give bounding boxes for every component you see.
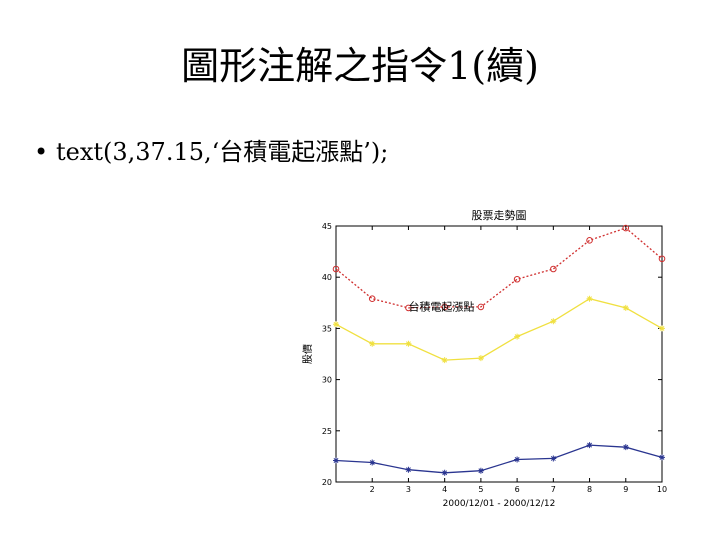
data-point	[405, 340, 412, 347]
data-point	[659, 454, 665, 461]
data-point	[622, 224, 630, 232]
x-tick-label: 6	[515, 485, 520, 494]
data-point	[586, 295, 593, 302]
chart-annotation: 台積電起漲點	[408, 299, 474, 313]
data-point	[550, 265, 557, 273]
data-point	[513, 275, 521, 283]
data-point	[368, 295, 376, 303]
data-point	[332, 265, 340, 273]
x-tick-label: 4	[442, 485, 447, 494]
x-tick-label: 2	[370, 485, 375, 494]
chart-x-axis-label: 2000/12/01 - 2000/12/12	[443, 499, 556, 509]
x-tick-label: 3	[406, 485, 411, 494]
data-point	[405, 304, 412, 312]
x-tick-label: 7	[551, 485, 556, 494]
y-tick-label: 25	[322, 427, 332, 436]
series-line-2	[335, 298, 663, 361]
data-point	[550, 455, 557, 462]
data-point	[514, 456, 521, 463]
x-tick-label: 5	[478, 485, 483, 494]
series-line-3	[335, 444, 663, 474]
data-point	[586, 442, 593, 449]
chart-y-axis-label: 股價	[301, 344, 314, 364]
y-tick-label: 35	[322, 324, 332, 333]
data-point	[514, 333, 521, 340]
data-point	[477, 467, 484, 474]
bullet-item: • text(3,37.15,‘台積電起漲點’);	[34, 136, 388, 168]
data-point	[477, 355, 484, 362]
data-point	[622, 304, 629, 311]
data-point	[658, 255, 666, 263]
data-point	[441, 469, 448, 476]
y-tick-label: 40	[322, 273, 332, 282]
series-line-1	[335, 227, 663, 309]
y-tick-label: 45	[322, 222, 332, 231]
data-point	[441, 357, 448, 364]
data-point	[369, 459, 376, 466]
data-point	[550, 318, 557, 325]
data-point	[369, 340, 376, 347]
data-point	[477, 303, 485, 311]
slide-title: 圖形注解之指令1(續)	[181, 44, 539, 88]
data-point	[622, 444, 629, 451]
data-point	[333, 457, 339, 464]
data-point	[586, 237, 593, 244]
x-tick-label: 9	[623, 485, 628, 494]
data-point	[333, 321, 339, 328]
x-tick-label: 8	[587, 485, 592, 494]
data-point	[659, 325, 665, 332]
chart-title: 股票走勢圖	[472, 208, 527, 222]
x-tick-label: 10	[657, 485, 667, 494]
y-tick-label: 20	[322, 478, 332, 487]
bullet-dot: •	[34, 138, 49, 166]
data-point	[441, 303, 448, 311]
data-point	[405, 466, 412, 473]
chart-plot-frame	[335, 225, 663, 483]
y-tick-label: 30	[322, 376, 332, 385]
stock-trend-chart: 股票走勢圖 2000/12/01 - 2000/12/12 股價 2025303…	[301, 208, 667, 509]
bullet-command-text: text(3,37.15,‘台積電起漲點’);	[56, 138, 389, 166]
chart-series-group	[332, 224, 666, 476]
